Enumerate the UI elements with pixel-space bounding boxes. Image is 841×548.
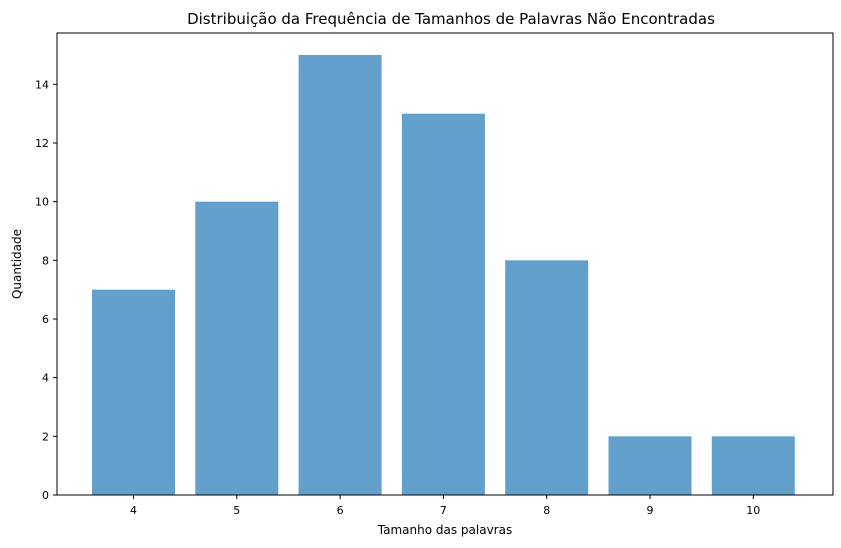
bar-6 bbox=[298, 55, 382, 495]
bar-4 bbox=[92, 289, 175, 495]
x-tick-label: 4 bbox=[130, 504, 137, 517]
bar-10 bbox=[711, 436, 795, 495]
x-tick-label: 5 bbox=[233, 504, 240, 517]
bar-7 bbox=[401, 113, 485, 496]
x-tick-label: 10 bbox=[746, 504, 760, 517]
bar-9 bbox=[608, 436, 692, 495]
y-axis-label: Quantidade bbox=[10, 229, 24, 299]
y-tick-label: 6 bbox=[42, 313, 49, 326]
bar-5 bbox=[195, 201, 279, 496]
chart-title: Distribuição da Frequência de Tamanhos d… bbox=[187, 10, 715, 28]
bars-layer bbox=[92, 55, 795, 496]
y-tick-label: 8 bbox=[42, 254, 49, 267]
y-tick-label: 12 bbox=[35, 137, 49, 150]
x-tick-label: 9 bbox=[647, 504, 654, 517]
bar-8 bbox=[505, 260, 589, 495]
x-axis-ticks: 4 5 6 7 8 9 10 bbox=[130, 495, 760, 517]
plot-frame bbox=[56, 32, 834, 496]
y-tick-label: 0 bbox=[42, 489, 49, 502]
y-tick-label: 2 bbox=[42, 430, 49, 443]
y-axis-ticks: 0 2 4 6 8 10 12 14 bbox=[35, 78, 57, 502]
y-tick-label: 14 bbox=[35, 78, 49, 91]
y-tick-label: 10 bbox=[35, 196, 49, 209]
x-tick-label: 6 bbox=[337, 504, 344, 517]
x-tick-label: 7 bbox=[440, 504, 447, 517]
y-tick-label: 4 bbox=[42, 372, 49, 385]
x-tick-label: 8 bbox=[543, 504, 550, 517]
x-axis-label: Tamanho das palavras bbox=[377, 523, 512, 537]
